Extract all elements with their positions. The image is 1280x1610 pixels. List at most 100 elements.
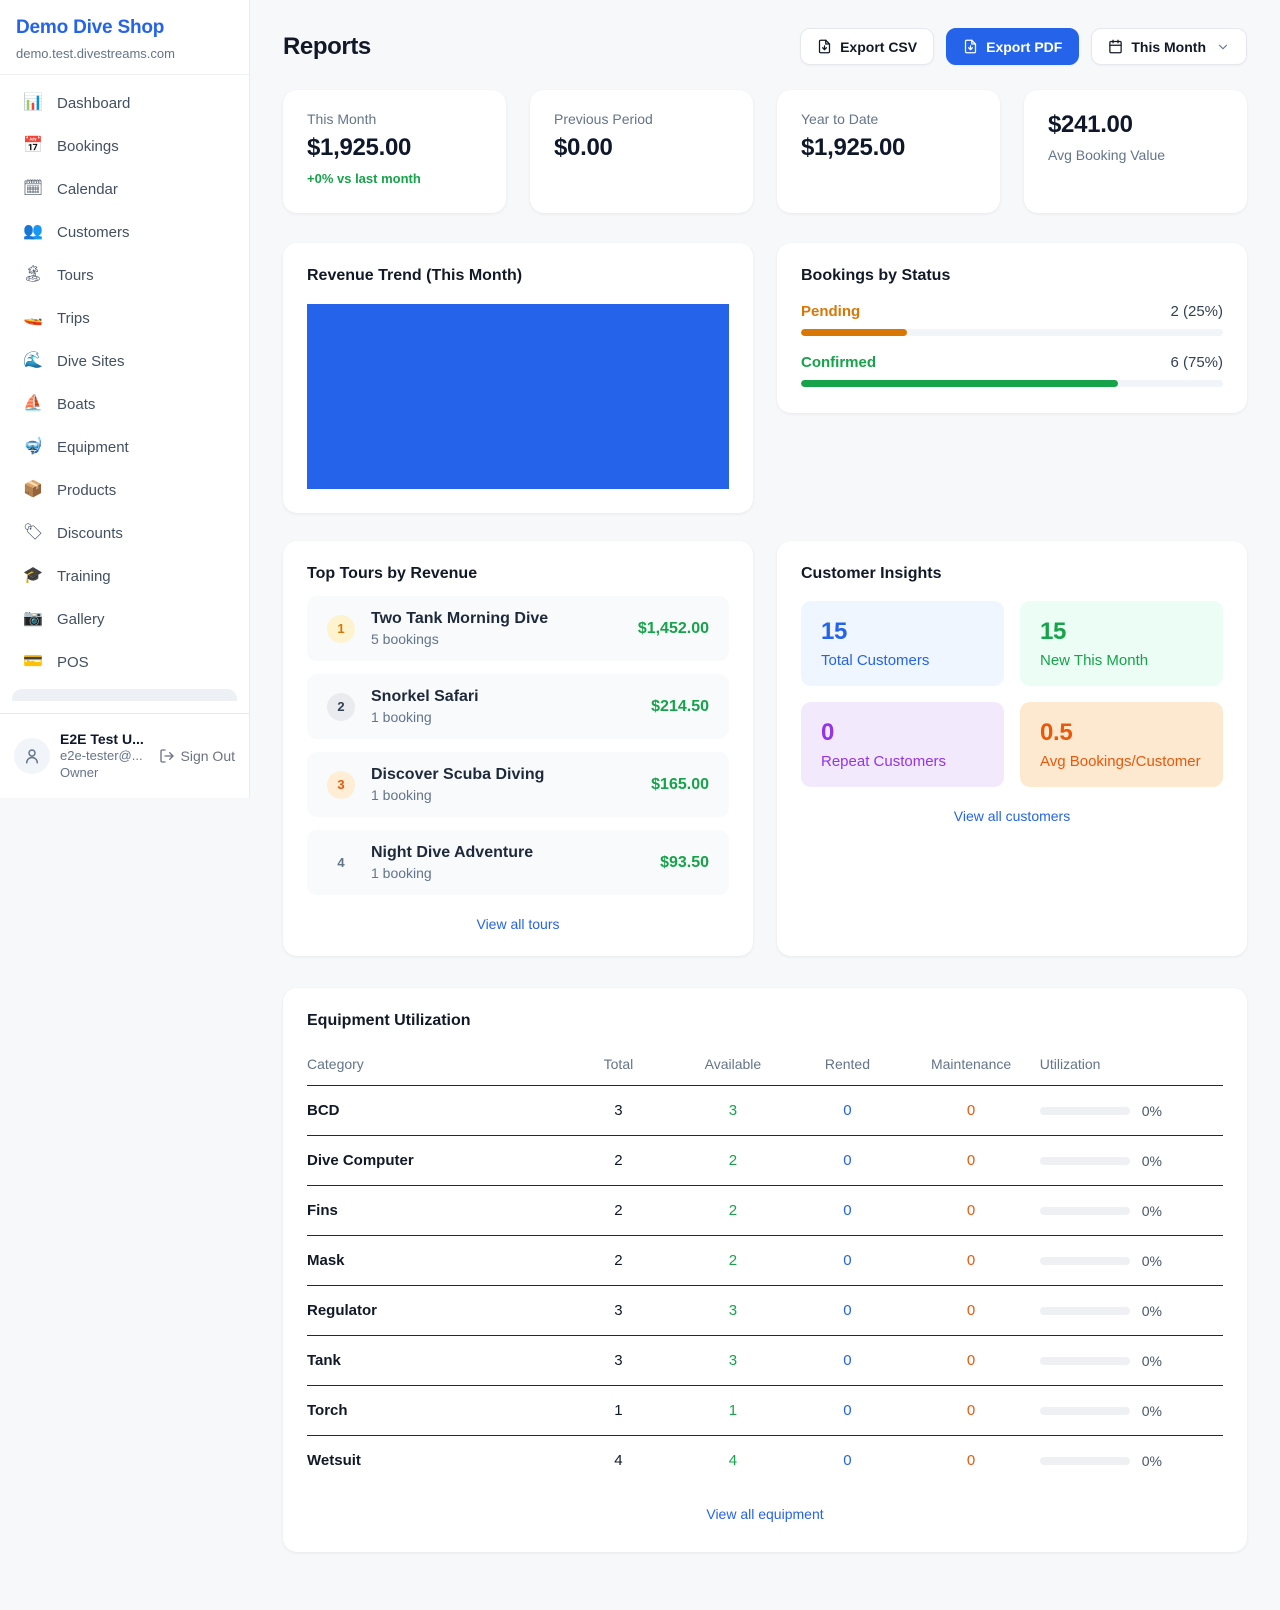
utilization-percent: 0% — [1141, 1152, 1162, 1169]
calendar-date-icon: 📅 — [23, 137, 43, 154]
sidebar-nav: 📊 Dashboard 📅 Bookings 🗓 Calendar 👥 Cust… — [0, 75, 249, 713]
tour-name: Snorkel Safari — [371, 688, 479, 705]
utilization-percent: 0% — [1141, 1352, 1162, 1369]
tile-total-customers: 15 Total Customers — [801, 601, 1004, 686]
cell-maintenance: 0 — [902, 1085, 1040, 1136]
tour-row: 3 Discover Scuba Diving 1 booking $165.0… — [307, 752, 729, 817]
sidebar-item-label: Equipment — [57, 438, 129, 456]
sidebar-item-customers[interactable]: 👥 Customers — [12, 214, 237, 250]
utilization-percent: 0% — [1141, 1202, 1162, 1219]
cell-category: BCD — [307, 1085, 564, 1136]
status-bar-track — [801, 380, 1223, 387]
stat-value: $241.00 — [1048, 111, 1133, 138]
page-header: Reports Export CSV Export PDF This Month — [283, 28, 1247, 65]
utilization-bar — [1039, 1406, 1130, 1415]
sidebar-item-label: POS — [57, 653, 89, 671]
cell-utilization: 0% — [1039, 1436, 1223, 1486]
calendar-icon — [1109, 39, 1123, 54]
table-row: Wetsuit 4 4 0 0 0% — [307, 1436, 1223, 1486]
equipment-table: Category Total Available Rented Maintena… — [307, 1044, 1223, 1485]
sign-out-label: Sign Out — [180, 748, 235, 764]
table-row: Torch 1 1 0 0 0% — [307, 1385, 1223, 1436]
table-row: Mask 2 2 0 0 0% — [307, 1235, 1223, 1286]
view-all-customers-link[interactable]: View all customers — [953, 808, 1071, 824]
stat-label: This Month — [307, 111, 377, 127]
sidebar-item-training[interactable]: 🎓 Training — [12, 558, 237, 594]
cell-available: 1 — [673, 1385, 793, 1436]
period-dropdown[interactable]: This Month — [1091, 28, 1247, 65]
user-panel: E2E Test U... e2e-tester@... Owner Sign … — [0, 713, 249, 798]
tile-repeat-customers: 0 Repeat Customers — [801, 702, 1004, 787]
stat-card-this-month: This Month $1,925.00 +0% vs last month — [283, 90, 506, 213]
utilization-bar — [1039, 1306, 1130, 1315]
cell-utilization: 0% — [1039, 1185, 1223, 1236]
table-row: BCD 3 3 0 0 0% — [307, 1085, 1223, 1136]
tile-value: 15 — [1040, 618, 1067, 645]
sidebar-item-tours[interactable]: 🏝 Tours — [12, 257, 237, 293]
tour-name: Night Dive Adventure — [371, 844, 534, 861]
sign-out-icon — [159, 749, 174, 763]
tour-revenue: $214.50 — [651, 697, 709, 715]
cell-category: Torch — [307, 1385, 564, 1436]
sidebar-item-label: Tours — [57, 266, 94, 284]
export-pdf-label: Export PDF — [986, 38, 1063, 55]
sidebar-item-label: Boats — [57, 395, 96, 413]
cell-total: 1 — [563, 1385, 674, 1436]
sidebar-item-equipment[interactable]: 🤿 Equipment — [12, 429, 237, 465]
sidebar-item-discounts[interactable]: 🏷 Discounts — [12, 515, 237, 551]
export-csv-button[interactable]: Export CSV — [800, 28, 935, 65]
stat-label: Previous Period — [554, 111, 653, 127]
cell-maintenance: 0 — [966, 1452, 976, 1469]
cell-maintenance: 0 — [902, 1285, 1040, 1336]
sidebar-item-calendar[interactable]: 🗓 Calendar — [12, 171, 237, 207]
tour-bookings: 1 booking — [371, 787, 432, 803]
sidebar-item-dive-sites[interactable]: 🌊 Dive Sites — [12, 343, 237, 379]
file-download-icon — [818, 39, 831, 54]
tour-row: 1 Two Tank Morning Dive 5 bookings $1,45… — [307, 596, 729, 661]
cell-rented: 0 — [792, 1335, 903, 1386]
rank-badge: 2 — [327, 692, 355, 721]
sidebar-item-reports-partially-hidden[interactable] — [12, 689, 237, 701]
utilization-percent: 0% — [1141, 1252, 1162, 1269]
bookings-by-status-title: Bookings by Status — [801, 267, 951, 284]
sidebar-item-dashboard[interactable]: 📊 Dashboard — [12, 85, 237, 121]
status-count: 6 (75%) — [1170, 354, 1223, 371]
tour-bookings: 1 booking — [371, 865, 432, 881]
status-row-confirmed: Confirmed 6 (75%) — [801, 354, 1223, 387]
view-all-tours-link[interactable]: View all tours — [476, 916, 560, 932]
cell-rented: 0 — [792, 1385, 903, 1436]
cell-total: 3 — [563, 1085, 674, 1136]
sidebar-item-products[interactable]: 📦 Products — [12, 472, 237, 508]
sidebar-item-label: Customers — [57, 223, 130, 241]
sidebar-item-gallery[interactable]: 📷 Gallery — [12, 601, 237, 637]
page-title: Reports — [283, 32, 371, 60]
bar-chart-icon: 📊 — [23, 94, 43, 111]
sidebar-item-bookings[interactable]: 📅 Bookings — [12, 128, 237, 164]
sailboat-icon: ⛵ — [23, 395, 43, 412]
customer-insights-card: Customer Insights 15 Total Customers 15 … — [777, 541, 1247, 956]
utilization-bar — [1039, 1156, 1130, 1165]
cell-maintenance: 0 — [902, 1235, 1040, 1286]
view-all-equipment-link[interactable]: View all equipment — [706, 1506, 824, 1522]
sidebar-item-pos[interactable]: 💳 POS — [12, 644, 237, 680]
bookings-by-status-card: Bookings by Status Pending 2 (25%) Confi… — [777, 243, 1247, 413]
sidebar-item-boats[interactable]: ⛵ Boats — [12, 386, 237, 422]
sidebar-item-label: Dive Sites — [57, 352, 125, 370]
tour-bookings: 5 bookings — [371, 631, 439, 647]
stat-label: Year to Date — [801, 111, 879, 127]
shop-domain: demo.test.divestreams.com — [16, 46, 175, 61]
tile-label: Avg Bookings/Customer — [1040, 753, 1201, 770]
user-email: e2e-tester@... — [60, 748, 143, 764]
sidebar-item-trips[interactable]: 🚤 Trips — [12, 300, 237, 336]
sign-out-button[interactable]: Sign Out — [159, 748, 235, 764]
chevron-down-icon — [1218, 44, 1228, 49]
stat-card-year-to-date: Year to Date $1,925.00 — [777, 90, 1000, 213]
stats-row: This Month $1,925.00 +0% vs last month P… — [283, 90, 1247, 213]
tour-revenue: $165.00 — [651, 775, 709, 793]
utilization-bar — [1039, 1456, 1130, 1465]
equipment-utilization-card: Equipment Utilization Category Total Ava… — [283, 988, 1247, 1552]
export-pdf-button[interactable]: Export PDF — [946, 28, 1080, 65]
tile-value: 0 — [821, 719, 835, 746]
utilization-percent: 0% — [1141, 1302, 1162, 1319]
cell-available: 4 — [728, 1452, 738, 1469]
